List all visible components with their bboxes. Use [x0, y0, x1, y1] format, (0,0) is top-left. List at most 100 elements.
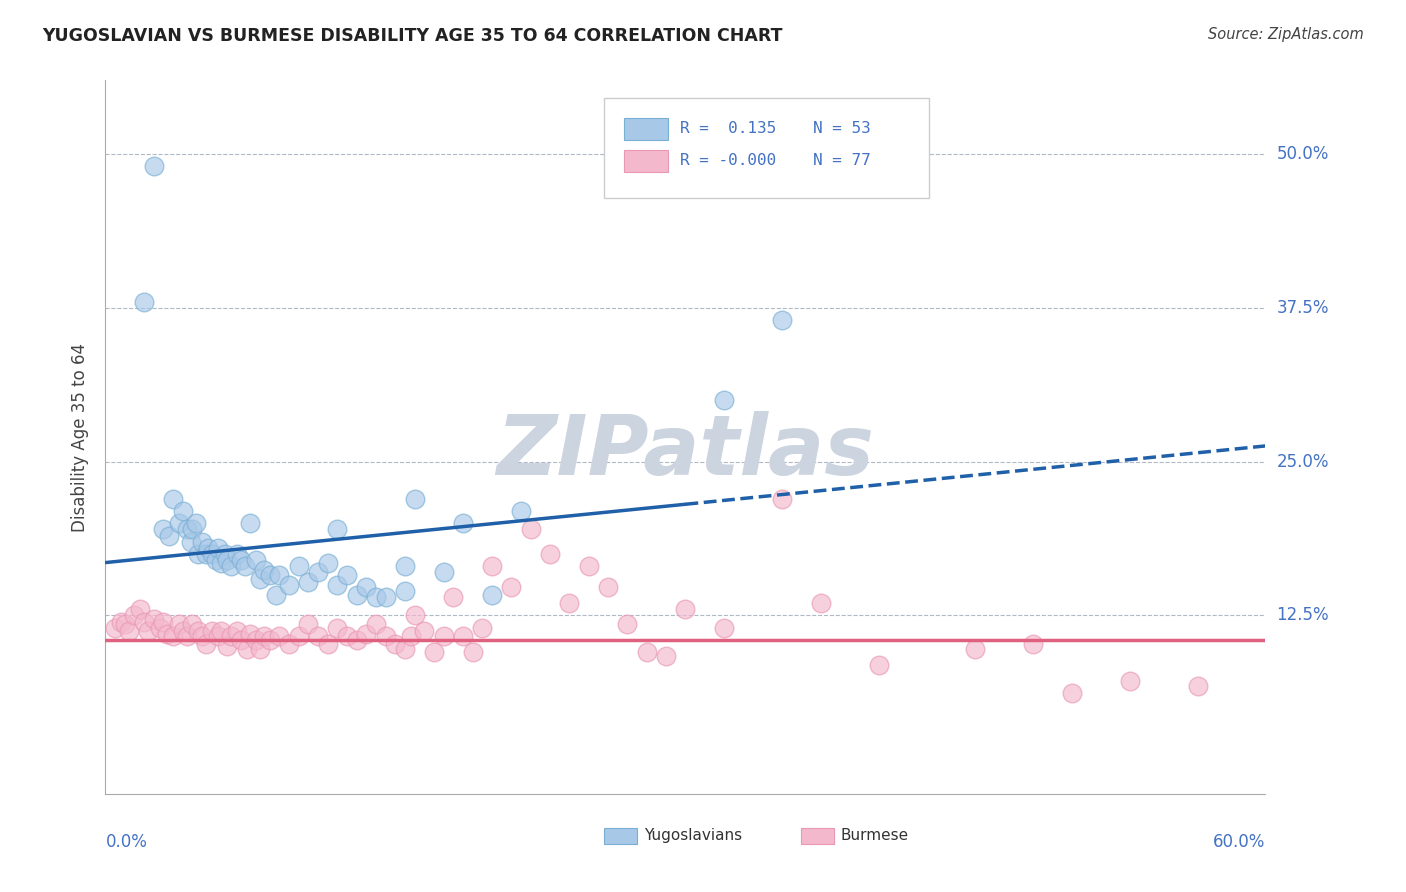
Point: [187, 547, 209, 561]
Text: R =  0.135: R = 0.135: [679, 121, 776, 136]
Point: [316, 637, 339, 651]
Point: [217, 553, 239, 567]
Point: [578, 559, 600, 574]
Point: [194, 637, 218, 651]
Point: [201, 547, 224, 561]
Point: [501, 580, 523, 594]
Point: [194, 547, 218, 561]
Point: [1022, 637, 1045, 651]
Text: 37.5%: 37.5%: [1277, 299, 1329, 317]
Text: R = -0.000: R = -0.000: [679, 153, 776, 169]
Point: [207, 541, 229, 555]
Point: [201, 624, 224, 639]
Point: [249, 641, 271, 656]
Point: [471, 621, 494, 635]
Point: [510, 504, 533, 518]
Point: [356, 627, 378, 641]
Point: [366, 590, 388, 604]
Point: [225, 624, 249, 639]
Point: [394, 559, 416, 574]
Point: [187, 624, 209, 639]
Point: [441, 590, 464, 604]
Point: [413, 624, 436, 639]
Text: N = 53: N = 53: [813, 121, 870, 136]
Point: [129, 602, 152, 616]
Point: [636, 645, 658, 659]
Point: [253, 629, 276, 643]
Point: [481, 588, 503, 602]
Text: 50.0%: 50.0%: [1277, 145, 1329, 163]
Bar: [624, 150, 668, 171]
Point: [249, 572, 271, 586]
Point: [162, 629, 184, 643]
Point: [297, 575, 319, 590]
Point: [245, 553, 267, 567]
Point: [191, 534, 214, 549]
Point: [181, 522, 204, 536]
Text: 0.0%: 0.0%: [105, 833, 148, 851]
Point: [229, 553, 252, 567]
Point: [162, 491, 184, 506]
Text: 12.5%: 12.5%: [1277, 607, 1329, 624]
Point: [461, 645, 484, 659]
Text: N = 77: N = 77: [813, 153, 870, 169]
Point: [114, 617, 136, 632]
Point: [336, 629, 359, 643]
Point: [253, 563, 276, 577]
Point: [713, 621, 735, 635]
Point: [451, 516, 474, 531]
Bar: [624, 118, 668, 139]
Point: [191, 629, 214, 643]
Point: [197, 541, 219, 555]
Bar: [801, 828, 834, 844]
Point: [297, 617, 319, 632]
Point: [235, 641, 257, 656]
Point: [181, 617, 204, 632]
Point: [336, 567, 359, 582]
Point: [156, 627, 179, 641]
Point: [965, 641, 987, 656]
Point: [152, 522, 174, 536]
Point: [219, 559, 242, 574]
Point: [598, 580, 620, 594]
Point: [136, 624, 159, 639]
Point: [118, 624, 141, 639]
Point: [404, 491, 426, 506]
Point: [675, 602, 697, 616]
Point: [211, 556, 233, 570]
Point: [326, 522, 349, 536]
Point: [239, 627, 262, 641]
Point: [1119, 673, 1142, 688]
Point: [326, 578, 349, 592]
Point: [172, 624, 194, 639]
Y-axis label: Disability Age 35 to 64: Disability Age 35 to 64: [72, 343, 90, 532]
Point: [433, 566, 456, 580]
Point: [770, 313, 793, 327]
Point: [104, 621, 127, 635]
Point: [326, 621, 349, 635]
Point: [132, 615, 156, 629]
Text: Yugoslavians: Yugoslavians: [644, 829, 742, 844]
Point: [225, 547, 249, 561]
Point: [655, 649, 678, 664]
Point: [288, 559, 311, 574]
Text: Burmese: Burmese: [841, 829, 910, 844]
Point: [142, 612, 165, 626]
Point: [204, 553, 226, 567]
Text: 25.0%: 25.0%: [1277, 452, 1329, 471]
Point: [616, 617, 638, 632]
Point: [558, 596, 581, 610]
Point: [233, 559, 256, 574]
Point: [259, 567, 281, 582]
Point: [259, 633, 281, 648]
Point: [149, 621, 172, 635]
Point: [1187, 679, 1209, 693]
Point: [868, 657, 890, 672]
Point: [186, 516, 208, 531]
Point: [316, 556, 339, 570]
Point: [1062, 686, 1084, 700]
Point: [538, 547, 561, 561]
Point: [132, 294, 156, 309]
Point: [176, 522, 198, 536]
Point: [346, 633, 368, 648]
